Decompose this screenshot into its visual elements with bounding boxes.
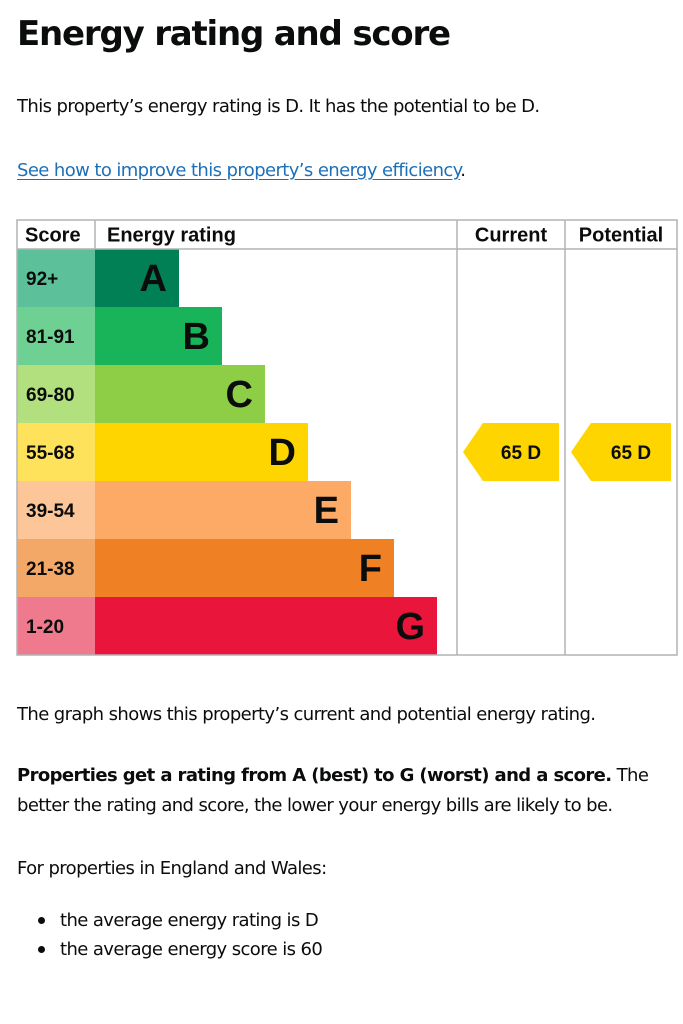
rating-letter: D bbox=[269, 432, 296, 474]
score-band-g bbox=[17, 597, 95, 655]
rating-letter: A bbox=[140, 258, 167, 300]
score-band-f bbox=[17, 539, 95, 597]
improve-efficiency-link[interactable]: See how to improve this property’s energ… bbox=[17, 160, 461, 181]
graph-description: The graph shows this property’s current … bbox=[17, 704, 596, 725]
score-band-a bbox=[17, 249, 95, 307]
potential-header: Potential bbox=[579, 225, 663, 247]
score-band-d bbox=[17, 423, 95, 481]
bullet-icon bbox=[38, 917, 45, 924]
score-range-label: 1-20 bbox=[26, 617, 64, 638]
score-range-label: 69-80 bbox=[26, 385, 75, 406]
region-intro: For properties in England and Wales: bbox=[17, 858, 327, 879]
bullet-icon bbox=[38, 946, 45, 953]
average-rating-text: the average energy rating is D bbox=[60, 910, 319, 931]
rating-letter: E bbox=[314, 490, 339, 532]
energy-rating-header: Energy rating bbox=[107, 225, 236, 247]
score-range-label: 21-38 bbox=[26, 559, 75, 580]
rating-bar-a bbox=[95, 249, 179, 307]
averages-list: the average energy rating is D the avera… bbox=[17, 906, 323, 964]
list-item: the average energy score is 60 bbox=[17, 935, 323, 964]
rating-letter: C bbox=[226, 374, 253, 416]
page-title: Energy rating and score bbox=[17, 14, 451, 54]
link-suffix: . bbox=[460, 160, 466, 181]
rating-summary: This property’s energy rating is D. It h… bbox=[17, 96, 540, 117]
rating-note-bold: Properties get a rating from A (best) to… bbox=[17, 765, 612, 786]
current-header: Current bbox=[475, 225, 548, 247]
rating-note: Properties get a rating from A (best) to… bbox=[17, 761, 677, 821]
rating-bar-d bbox=[95, 423, 308, 481]
rating-note-rest: The better the rating and score, the low… bbox=[17, 765, 649, 816]
average-score-text: the average energy score is 60 bbox=[60, 939, 323, 960]
rating-bar-c bbox=[95, 365, 265, 423]
potential-rating-arrow bbox=[571, 423, 671, 481]
score-header: Score bbox=[25, 225, 81, 247]
chart-border bbox=[16, 219, 678, 656]
energy-rating-chart: 92+ A 81-91 B 69-80 C 55-68 D 39-54 E 21-38 F 1-20 G S… bbox=[16, 219, 678, 656]
rating-letter: B bbox=[183, 316, 210, 358]
rating-bar-f bbox=[95, 539, 394, 597]
potential-rating-label: 65 D bbox=[611, 443, 651, 464]
rating-bar-e bbox=[95, 481, 351, 539]
improve-paragraph: See how to improve this property’s energ… bbox=[17, 158, 466, 184]
score-range-label: 92+ bbox=[26, 269, 58, 290]
rating-bar-g bbox=[95, 597, 437, 655]
score-band-c bbox=[17, 365, 95, 423]
current-rating-arrow bbox=[463, 423, 559, 481]
score-band-e bbox=[17, 481, 95, 539]
rating-bar-b bbox=[95, 307, 222, 365]
rating-letter: F bbox=[359, 548, 382, 590]
rating-letter: G bbox=[395, 606, 425, 648]
score-range-label: 39-54 bbox=[26, 501, 75, 522]
score-band-b bbox=[17, 307, 95, 365]
list-item: the average energy rating is D bbox=[17, 906, 322, 935]
score-range-label: 81-91 bbox=[26, 327, 75, 348]
score-range-label: 55-68 bbox=[26, 443, 75, 464]
current-rating-label: 65 D bbox=[501, 443, 541, 464]
